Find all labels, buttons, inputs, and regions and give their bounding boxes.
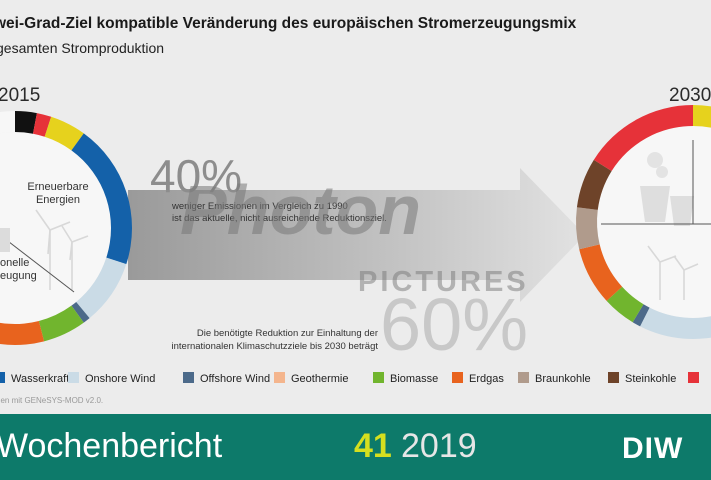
legend-label: Braunkohle bbox=[535, 373, 591, 385]
legend-item: Wasserkraft bbox=[0, 372, 69, 385]
donut-2030-slice-3 bbox=[606, 286, 644, 323]
donut-2015-slice-6 bbox=[38, 305, 84, 342]
legend-swatch bbox=[373, 372, 384, 383]
arrow-text-top-1: weniger Emissionen im Vergleich zu 1990 bbox=[171, 201, 348, 212]
publication-name: Wochenbericht bbox=[0, 427, 223, 465]
legend-label: Geothermie bbox=[291, 373, 349, 385]
watermark-pictures: PICTURES bbox=[358, 266, 529, 298]
issue-number: 41 bbox=[354, 427, 392, 465]
donut-2015 bbox=[0, 111, 133, 345]
issue-year: 2019 bbox=[401, 427, 477, 465]
legend-label: Erdgas bbox=[469, 373, 504, 385]
legend-swatch bbox=[518, 372, 529, 383]
diw-logo: DIW bbox=[622, 432, 684, 465]
legend-label: Onshore Wind bbox=[85, 373, 156, 385]
legend-item: Erdgas bbox=[452, 372, 504, 385]
legend-label: Steinkohle bbox=[625, 373, 677, 385]
legend-item: Geothermie bbox=[274, 372, 348, 385]
reduction-arrow bbox=[128, 168, 585, 302]
wind-turbine-icon bbox=[647, 245, 699, 300]
watermark-photon: Photon bbox=[180, 171, 422, 249]
legend-label: Biomasse bbox=[390, 373, 439, 385]
arrow-text-bottom-1: Die benötigte Reduktion zur Einhaltung d… bbox=[197, 328, 378, 339]
legend-item: Onshore Wind bbox=[68, 372, 155, 385]
year-label-2015: 2015 bbox=[0, 85, 41, 106]
legend-label: Offshore Wind bbox=[200, 373, 271, 385]
center-label-renewables-2: Energien bbox=[36, 194, 80, 206]
center-label-conventional-2: eugung bbox=[0, 270, 37, 282]
donut-2030-slice-4 bbox=[579, 244, 623, 301]
legend-swatch bbox=[0, 372, 5, 383]
center-label-renewables-1: Erneuerbare bbox=[27, 181, 88, 193]
legend-item bbox=[688, 372, 705, 385]
legend-swatch bbox=[68, 372, 79, 383]
year-label-2030: 2030 bbox=[669, 85, 711, 106]
legend-swatch bbox=[452, 372, 463, 383]
legend: Wasserkraft Onshore Wind Offshore Wind Geot… bbox=[0, 366, 711, 396]
chart-subtitle: gesamten Stromproduktion bbox=[0, 40, 165, 56]
legend-label: Wasserkraft bbox=[11, 373, 70, 385]
donut-2015-slice-4 bbox=[76, 257, 127, 319]
donut-2015-slice-8 bbox=[0, 111, 15, 134]
legend-item: Offshore Wind bbox=[183, 372, 270, 385]
pct-40: 40% bbox=[150, 150, 242, 202]
donut-2015-slice-3 bbox=[71, 133, 133, 265]
arrow-text-bottom-2: internationalen Klimaschutzziele bis 203… bbox=[172, 341, 379, 352]
legend-swatch bbox=[608, 372, 619, 383]
donut-2030-slice-1 bbox=[640, 307, 711, 339]
donut-2015-slice-7 bbox=[0, 320, 45, 345]
chart-canvas: Erneuerbare Energien onelle eugung 40% 6… bbox=[0, 105, 711, 366]
donut-2015-slice-5 bbox=[71, 301, 90, 323]
donut-2015-slice-2 bbox=[44, 116, 84, 151]
factory-icon bbox=[0, 228, 10, 252]
wind-turbine-icon bbox=[35, 209, 89, 290]
legend-item: Biomasse bbox=[373, 372, 438, 385]
pct-60: 60% bbox=[380, 283, 528, 366]
donut-2030 bbox=[576, 105, 711, 339]
center-label-conventional-1: onelle bbox=[0, 257, 29, 269]
cooling-tower-icon bbox=[640, 186, 694, 226]
smoke-icon bbox=[647, 152, 668, 178]
donut-2015-slice-0 bbox=[15, 111, 37, 134]
footer-bar: Wochenbericht 41 2019 DIW bbox=[0, 414, 711, 480]
legend-swatch bbox=[274, 372, 285, 383]
legend-swatch bbox=[688, 372, 699, 383]
donut-2015-divider bbox=[0, 234, 75, 293]
arrow-text-top-2: ist das aktuelle, nicht ausreichende Red… bbox=[172, 213, 387, 224]
source-note: gen mit GENeSYS-MOD v2.0. bbox=[0, 396, 104, 405]
legend-item: Steinkohle bbox=[608, 372, 676, 385]
legend-swatch bbox=[183, 372, 194, 383]
donut-2030-slice-5 bbox=[576, 207, 600, 250]
donut-2030-slice-0 bbox=[693, 105, 711, 128]
donut-2030-slice-7 bbox=[593, 105, 693, 172]
legend-item: Braunkohle bbox=[518, 372, 591, 385]
donut-2030-slice-2 bbox=[632, 304, 650, 327]
donut-2015-slice-1 bbox=[32, 113, 52, 137]
donut-2030-slice-6 bbox=[576, 159, 612, 210]
chart-title: wei-Grad-Ziel kompatible Veränderung des… bbox=[0, 15, 577, 32]
